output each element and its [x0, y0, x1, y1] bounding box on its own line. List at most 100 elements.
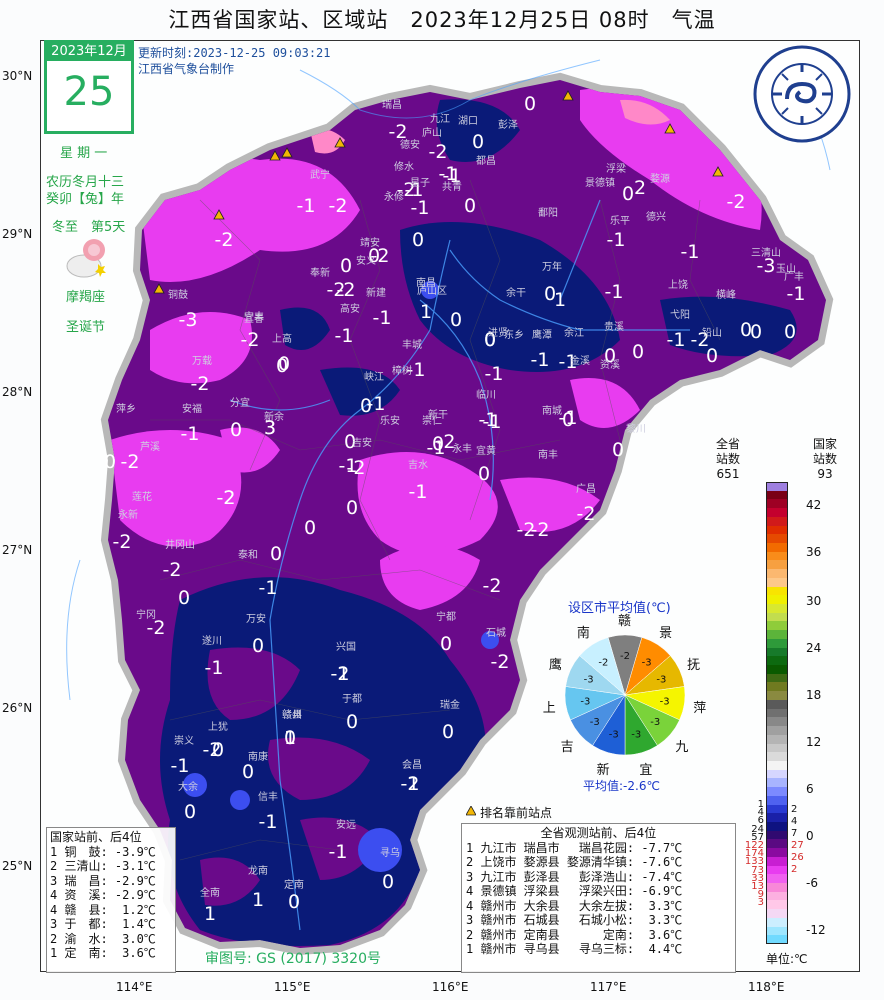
- city-label: 上高: [272, 332, 292, 345]
- station-value: -1: [409, 481, 428, 503]
- station-value: -1: [559, 351, 578, 373]
- all-rank-row: 1 九江市 瑞昌市 瑞昌花园: -7.7℃: [466, 840, 683, 855]
- city-label: 安福: [182, 402, 202, 415]
- city-label: 赣州: [282, 708, 302, 721]
- pie-city-label: 萍: [693, 700, 707, 716]
- station-value: -1: [479, 409, 498, 431]
- station-value: -2: [429, 141, 448, 163]
- station-value: 0: [632, 341, 644, 363]
- city-label: 德兴: [646, 210, 666, 223]
- all-rank-title: 全省观测站前、后4位: [540, 826, 657, 840]
- colorbar-cell: [766, 856, 788, 867]
- colorbar-unit: 单位:℃: [766, 952, 808, 966]
- colorbar-cell: [766, 830, 788, 840]
- station-value: 0: [544, 283, 556, 305]
- national-rank-title: 国家站前、后4位: [50, 830, 142, 844]
- station-value: 0: [612, 439, 624, 461]
- station-value: 0: [484, 329, 496, 351]
- city-label: 都昌: [476, 155, 496, 167]
- colorbar-cell: [766, 804, 788, 814]
- colorbar-cell: [766, 595, 788, 605]
- city-label: 崇义: [174, 735, 194, 747]
- colorbar-cell: [766, 569, 788, 579]
- station-value: 0: [278, 353, 290, 375]
- city-label: 东乡: [504, 328, 524, 341]
- colorbar-cell: [766, 621, 788, 631]
- city-label: 峡江: [364, 370, 384, 383]
- pie-value: -3: [631, 729, 641, 740]
- station-value: -2: [371, 245, 390, 267]
- station-value: -2: [191, 373, 210, 395]
- city-label: 铜鼓: [168, 288, 188, 301]
- station-value: -1: [411, 197, 430, 219]
- city-label: 黎川: [626, 422, 646, 435]
- city-label: 贵溪: [604, 320, 624, 333]
- city-label: 吉安: [352, 436, 372, 449]
- lat-label-26: 26°N: [2, 701, 33, 715]
- station-values: 0 -2 0 -2 -1 -1 0 -1 -2 -1 0 -2 -1 0 0 2 0 -1 -2 -2 -1 -3 -1 -1…: [104, 93, 806, 925]
- update-info: 更新时刻:2023-12-25 09:03:21 江西省气象台制作: [138, 45, 331, 77]
- calendar-card: 2023年12月 25: [44, 40, 134, 134]
- city-label: 景德镇: [585, 176, 615, 189]
- station-value: 0: [706, 345, 718, 367]
- city-label: 高安: [340, 302, 360, 315]
- all-rank-row: 3 赣州市 石城县 石城小松: 3.3℃: [466, 913, 683, 927]
- all-rank-row: 4 赣州市 大余县 大余左拔: 3.3℃: [466, 898, 683, 913]
- city-label: 浮梁: [606, 162, 626, 175]
- station-value: -1: [373, 307, 392, 329]
- rank-marker-legend: 排名靠前站点: [480, 806, 553, 820]
- city-label: 信丰: [258, 790, 278, 803]
- zodiac-goat-icon: [66, 239, 106, 278]
- city-label: 丰城: [402, 338, 422, 351]
- station-value: -1: [297, 195, 316, 217]
- city-label: 余干: [506, 286, 526, 299]
- colorbar-cell: [766, 551, 788, 561]
- city-label: 芦溪: [140, 441, 160, 453]
- all-rank-box: 全省观测站前、后4位 1 九江市 瑞昌市 瑞昌花园: -7.7℃ 2 上饶市 婺…: [461, 823, 736, 973]
- calendar-lunar: 农历冬月十三: [46, 175, 125, 190]
- station-value: -2: [241, 329, 260, 351]
- city-label: 萍乡: [116, 403, 136, 415]
- colorbar-cell: [766, 691, 788, 701]
- city-label: 进贤: [488, 327, 508, 339]
- colorbar-cell: [766, 882, 788, 893]
- station-value: -1: [681, 241, 700, 263]
- city-label: 井冈山: [165, 538, 195, 551]
- city-label: 湖口: [458, 115, 478, 127]
- colorbar-tick-36: 36: [806, 545, 822, 559]
- colorbar-left-count: 133: [744, 856, 764, 868]
- station-value: 0: [178, 587, 190, 609]
- city-label: 于都: [342, 693, 362, 705]
- map-approval-code: 审图号: GS (2017) 3320号: [205, 951, 381, 967]
- colorbar-cell: [766, 577, 788, 588]
- city-label: 上犹: [208, 721, 228, 733]
- pie-value: -3: [584, 674, 594, 685]
- station-value: 0: [276, 355, 288, 377]
- city-label: 修水: [394, 160, 414, 173]
- colorbar-cell: [766, 935, 788, 945]
- station-value: 0: [230, 419, 242, 441]
- pie-city-label: 抚: [687, 658, 701, 674]
- station-value: -3: [757, 255, 776, 277]
- colorbar-right-count: 2: [791, 864, 798, 875]
- station-value: 0: [484, 329, 496, 351]
- colorbar-cell: [766, 543, 788, 553]
- city-label: 全南: [200, 886, 220, 899]
- station-value: -2: [437, 431, 456, 453]
- station-value: -1: [605, 281, 624, 303]
- colorbar-cell: [766, 708, 788, 718]
- station-value: -1: [407, 359, 426, 381]
- city-label: 广昌: [576, 483, 596, 495]
- station-value: -2: [163, 559, 182, 581]
- station-value: -2: [727, 191, 746, 213]
- station-value: -1: [181, 423, 200, 445]
- national-rank-row: 2 渝 水: 3.0℃: [50, 931, 156, 946]
- colorbar-left-count: 1: [757, 799, 764, 810]
- city-label: 安远: [336, 818, 356, 831]
- station-value: -2: [329, 195, 348, 217]
- station-value: 0: [104, 451, 116, 473]
- colorbar-cell: [766, 630, 788, 640]
- colorbar-left-count: 3: [757, 897, 764, 909]
- city-label: 资溪: [600, 359, 620, 371]
